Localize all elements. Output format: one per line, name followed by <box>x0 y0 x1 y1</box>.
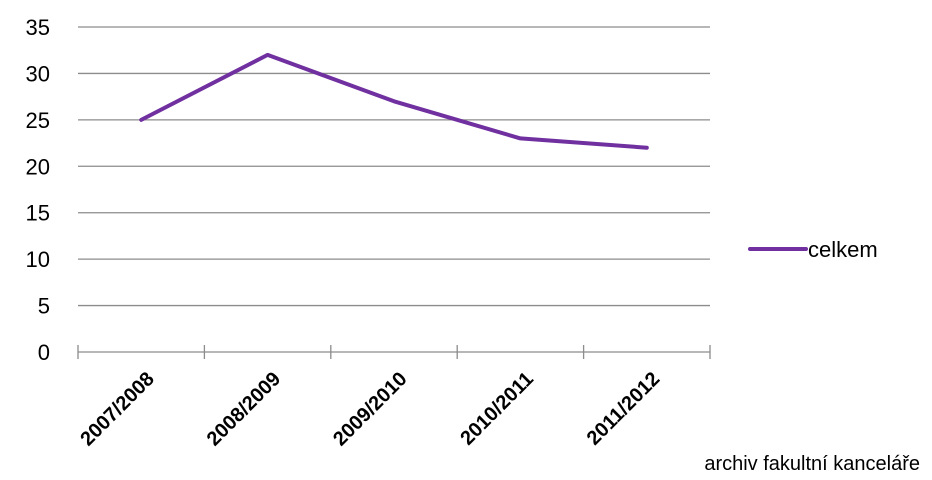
gridlines <box>78 27 710 306</box>
y-tick-label: 0 <box>38 340 50 365</box>
x-axis: 2007/2008 2008/2009 2009/2010 2010/2011 2011… <box>76 345 710 450</box>
x-tick-label: 2009/2010 <box>329 368 411 450</box>
source-note: archiv fakultní kanceláře <box>704 453 920 476</box>
series-lines <box>141 55 647 148</box>
x-tick-label: 2008/2009 <box>203 368 285 450</box>
y-tick-label: 30 <box>26 61 50 86</box>
legend-label: celkem <box>808 237 878 262</box>
y-tick-label: 20 <box>26 154 50 179</box>
y-tick-label: 25 <box>26 108 50 133</box>
y-tick-label: 10 <box>26 247 50 272</box>
legend: celkem <box>750 237 878 262</box>
x-tick-label: 2007/2008 <box>76 368 158 450</box>
x-tick-label: 2011/2012 <box>583 368 665 450</box>
y-axis-ticks: 0 5 10 15 20 25 30 35 <box>26 15 50 365</box>
y-tick-label: 5 <box>38 294 50 319</box>
y-tick-label: 15 <box>26 201 50 226</box>
x-tick-label: 2010/2011 <box>456 368 538 450</box>
y-tick-label: 35 <box>26 15 50 40</box>
